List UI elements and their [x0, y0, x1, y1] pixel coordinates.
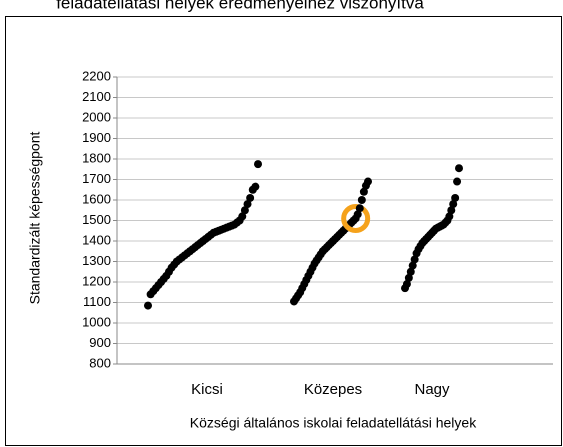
dot: [410, 255, 419, 264]
y-tick-label: 1700: [82, 171, 111, 186]
dot: [357, 196, 366, 204]
y-tick-label: 1100: [83, 294, 111, 309]
dot: [449, 200, 458, 209]
dot: [240, 206, 249, 215]
dot: [451, 193, 460, 202]
y-tick-label: 800: [89, 355, 111, 370]
y-tick-label: 2000: [82, 109, 111, 124]
dot: [238, 212, 247, 221]
dot: [353, 210, 362, 219]
y-tick-label: 1000: [82, 314, 111, 329]
dot: [455, 164, 463, 173]
dot: [406, 267, 415, 276]
dot: [246, 193, 255, 202]
y-tick-label: 1400: [82, 232, 111, 247]
dot: [404, 273, 413, 282]
dot: [364, 177, 372, 186]
y-tick-label: 900: [89, 335, 111, 350]
chart-title: feladatellátási helyek eredményeihez vis…: [56, 0, 424, 12]
y-tick-label: 1800: [82, 150, 111, 165]
x-tick-label: Kicsi: [191, 381, 223, 398]
dot: [243, 200, 252, 209]
highlight-ring: [341, 203, 371, 233]
y-axis-label: Standardizált képességpont: [27, 132, 43, 305]
dot: [453, 177, 462, 186]
y-tick-label: 1200: [82, 273, 111, 288]
y-tick-label: 2100: [82, 89, 111, 104]
x-tick-label: Közepes: [304, 381, 362, 398]
dot: [355, 204, 364, 213]
y-tick-label: 2200: [82, 68, 111, 83]
frame: [5, 16, 562, 446]
y-tick-label: 1300: [82, 253, 111, 268]
dot: [445, 212, 454, 221]
x-tick-label: Nagy: [414, 381, 450, 398]
dot: [447, 206, 456, 215]
dot: [402, 280, 411, 289]
y-tick-label: 1900: [82, 130, 111, 145]
dot: [144, 301, 152, 310]
y-tick-label: 1600: [82, 191, 111, 206]
dot: [359, 187, 368, 196]
dot: [251, 182, 260, 191]
y-tick-label: 1500: [82, 212, 111, 227]
dot: [254, 160, 262, 169]
dot: [408, 261, 417, 270]
x-axis-label: Községi általános iskolai feladatellátás…: [190, 415, 477, 431]
